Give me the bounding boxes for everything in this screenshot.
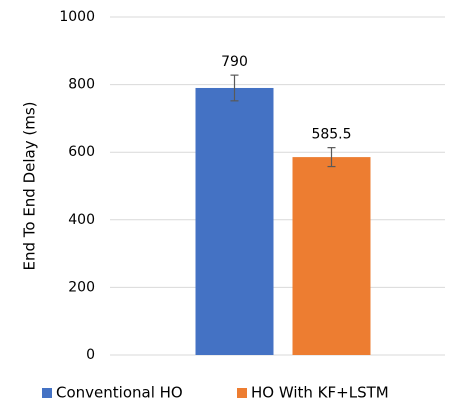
legend-label: Conventional HO <box>56 384 183 402</box>
data-label: 790 <box>221 54 248 70</box>
legend-label: HO With KF+LSTM <box>251 384 389 402</box>
y-axis-label: End To End Delay (ms) <box>21 101 39 270</box>
legend-swatch <box>237 388 247 398</box>
data-label: 585.5 <box>311 127 351 143</box>
y-tick-label: 600 <box>68 144 95 160</box>
bar <box>292 157 371 355</box>
legend-swatch <box>42 388 52 398</box>
y-tick-label: 200 <box>68 279 95 295</box>
y-tick-label: 1000 <box>59 9 95 25</box>
y-tick-label: 400 <box>68 212 95 228</box>
bar <box>195 87 274 355</box>
y-tick-label: 0 <box>86 347 95 363</box>
y-tick-label: 800 <box>68 77 95 93</box>
